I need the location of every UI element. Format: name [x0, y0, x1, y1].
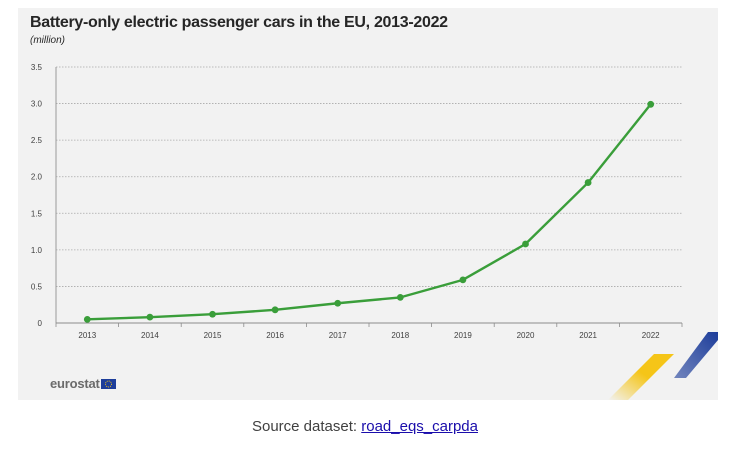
data-point-2022 — [647, 100, 655, 108]
x-tick-label: 2015 — [204, 331, 222, 340]
x-tick-label: 2016 — [266, 331, 284, 340]
data-point-2016 — [271, 306, 279, 314]
line-chart: 00.51.01.52.02.53.03.5 2013 2014 2015 2016 2… — [31, 63, 683, 340]
data-point-2020 — [522, 240, 529, 248]
source-label: Source dataset: — [251, 418, 358, 435]
x-tick-label: 2019 — [454, 331, 472, 340]
y-tick-label: 0.5 — [31, 282, 43, 291]
chart-unit-label: (million) — [30, 35, 65, 46]
eurostat-logo: eurostat — [50, 376, 116, 391]
chart-panel: Battery-only electric passenger cars in … — [18, 8, 718, 400]
x-tick-label: 2014 — [141, 331, 159, 340]
corner-decoration — [608, 332, 718, 400]
y-tick-label: 3.5 — [31, 63, 43, 72]
series-line — [87, 103, 652, 321]
data-point-2018 — [396, 294, 404, 301]
data-series — [83, 100, 655, 323]
y-tick-label: 0 — [38, 319, 43, 328]
gold-chevron — [608, 354, 674, 400]
y-tick-label: 1.0 — [31, 246, 43, 255]
x-tick-label: 2021 — [579, 331, 597, 340]
source-dataset-link[interactable]: road_eqs_carpda — [361, 418, 478, 435]
x-tick-label: 2020 — [517, 331, 535, 340]
data-point-2015 — [209, 310, 216, 318]
data-point-2014 — [146, 313, 154, 321]
y-tick-label: 1.5 — [31, 209, 43, 218]
data-point-2021 — [584, 179, 592, 186]
y-axis-ticks: 0 0.5 1.0 1.5 2.0 2.5 3.0 3.5 — [31, 63, 43, 328]
y-tick-label: 2.0 — [31, 173, 43, 182]
y-tick-label: 2.5 — [31, 136, 43, 145]
chart-title: Battery-only electric passenger cars in … — [30, 14, 448, 31]
data-point-2013 — [83, 315, 91, 323]
y-tick-label: 3.0 — [31, 100, 43, 109]
data-point-2019 — [459, 276, 467, 284]
x-axis-ticks: 2013 2014 2015 2016 2017 2018 2019 2020 2021 2022 — [55, 323, 683, 340]
x-tick-label: 2017 — [329, 331, 347, 340]
source-line: Source dataset: road_eqs_carpda — [0, 418, 730, 435]
data-point-2017 — [334, 299, 342, 307]
eu-flag-icon — [100, 378, 116, 389]
x-tick-label: 2022 — [642, 331, 660, 340]
logo-text: eurostat — [50, 376, 100, 391]
x-tick-label: 2013 — [78, 331, 96, 340]
grid-lines — [56, 66, 682, 287]
blue-chevron — [674, 332, 718, 378]
x-tick-label: 2018 — [391, 331, 409, 340]
